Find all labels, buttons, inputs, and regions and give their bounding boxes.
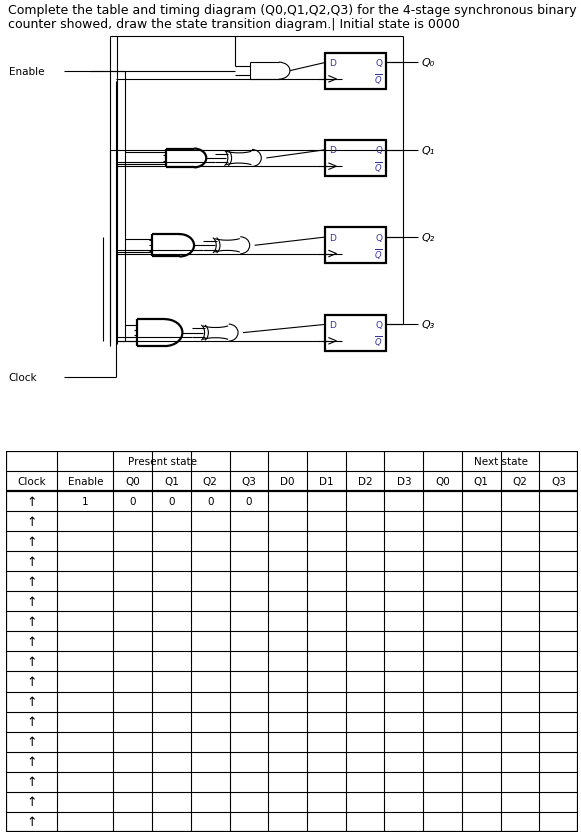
Text: D: D — [329, 233, 336, 242]
Text: D: D — [329, 59, 336, 68]
Text: 0: 0 — [207, 497, 213, 507]
Text: ↑: ↑ — [26, 755, 37, 768]
Text: Present state: Present state — [128, 456, 198, 466]
Text: Clock: Clock — [9, 373, 37, 383]
Text: ↑: ↑ — [26, 615, 37, 628]
Text: 1: 1 — [82, 497, 89, 507]
Text: Q2: Q2 — [203, 477, 218, 487]
Text: Q2: Q2 — [512, 477, 528, 487]
Text: 0: 0 — [168, 497, 175, 507]
Text: ↑: ↑ — [26, 575, 37, 588]
Text: Enable: Enable — [67, 477, 103, 487]
Text: ↑: ↑ — [26, 555, 37, 568]
Bar — [325, 315, 386, 351]
Bar — [325, 141, 386, 176]
Text: ↑: ↑ — [26, 716, 37, 728]
Text: D3: D3 — [396, 477, 411, 487]
Text: ↑: ↑ — [26, 696, 37, 708]
Bar — [325, 228, 386, 264]
Text: ↑: ↑ — [26, 655, 37, 668]
Text: Q: Q — [375, 59, 382, 68]
Text: Q: Q — [375, 233, 382, 242]
Text: ↑: ↑ — [26, 535, 37, 548]
Text: 0: 0 — [246, 497, 252, 507]
Text: D1: D1 — [319, 477, 333, 487]
Text: ↑: ↑ — [26, 815, 37, 828]
Text: Q₁: Q₁ — [421, 145, 435, 155]
Text: $\overline{Q}$: $\overline{Q}$ — [374, 160, 382, 175]
Text: Q₂: Q₂ — [421, 232, 435, 242]
Text: Q: Q — [375, 146, 382, 155]
Text: Enable: Enable — [9, 67, 44, 77]
Text: D0: D0 — [281, 477, 295, 487]
Text: ↑: ↑ — [26, 735, 37, 748]
Text: ↑: ↑ — [26, 515, 37, 528]
Text: $\overline{Q}$: $\overline{Q}$ — [374, 72, 382, 87]
Text: Q1: Q1 — [164, 477, 179, 487]
Text: Next state: Next state — [474, 456, 528, 466]
Text: ↑: ↑ — [26, 635, 37, 648]
Text: Q1: Q1 — [474, 477, 489, 487]
Text: Q: Q — [375, 320, 382, 329]
Text: $\overline{Q}$: $\overline{Q}$ — [374, 247, 382, 262]
Text: $\overline{Q}$: $\overline{Q}$ — [374, 334, 382, 349]
Text: ↑: ↑ — [26, 595, 37, 608]
Text: Q0: Q0 — [435, 477, 450, 487]
Text: Complete the table and timing diagram (Q0,Q1,Q2,Q3) for the 4-stage synchronous : Complete the table and timing diagram (Q… — [8, 4, 576, 18]
Text: Q₀: Q₀ — [421, 59, 435, 69]
Text: Q3: Q3 — [242, 477, 256, 487]
Text: Q₃: Q₃ — [421, 320, 435, 330]
Text: ↑: ↑ — [26, 795, 37, 808]
Text: D: D — [329, 320, 336, 329]
Text: ↑: ↑ — [26, 775, 37, 788]
Text: Clock: Clock — [17, 477, 46, 487]
Text: Q3: Q3 — [551, 477, 566, 487]
Text: Q0: Q0 — [125, 477, 140, 487]
Text: ↑: ↑ — [26, 495, 37, 508]
Text: D2: D2 — [358, 477, 372, 487]
Text: 0: 0 — [130, 497, 136, 507]
Bar — [325, 54, 386, 89]
Text: D: D — [329, 146, 336, 155]
Text: counter showed, draw the state transition diagram.| Initial state is 0000: counter showed, draw the state transitio… — [8, 18, 460, 32]
Text: ↑: ↑ — [26, 675, 37, 688]
